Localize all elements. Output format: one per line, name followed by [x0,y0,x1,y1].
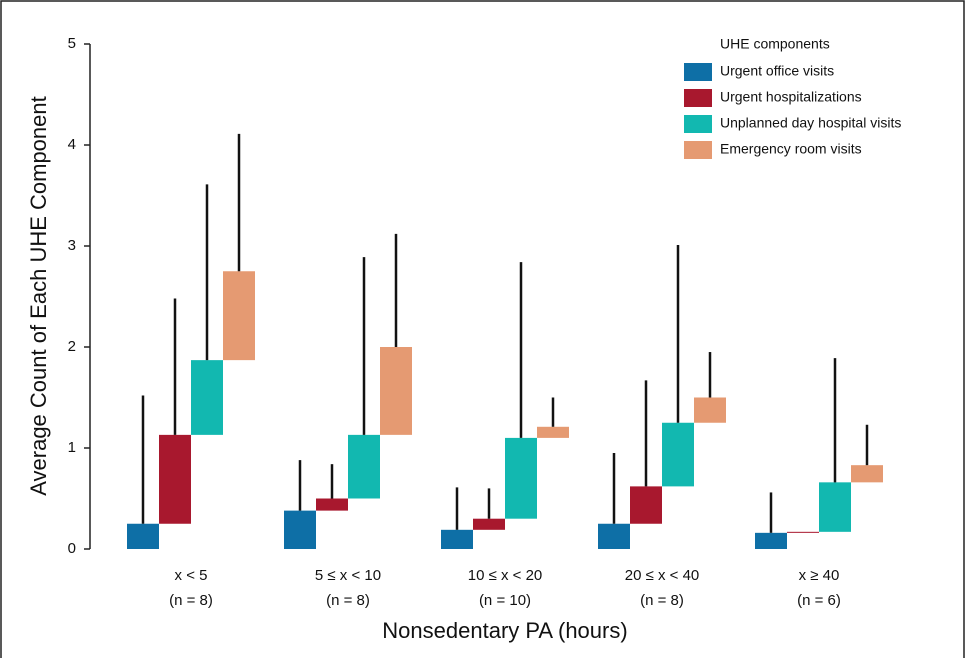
bar [537,426,569,438]
bar [127,523,159,549]
x-tick-sublabel: (n = 10) [479,592,531,609]
bar [159,434,191,524]
x-tick-label: x ≥ 40 [799,567,840,584]
x-tick-sublabel: (n = 6) [797,592,841,609]
x-axis-title: Nonsedentary PA (hours) [382,618,627,643]
bar [787,531,819,533]
bar [630,486,662,524]
legend-label: Unplanned day hospital visits [720,115,901,131]
x-tick-label: 5 ≤ x < 10 [315,567,381,584]
bar [473,518,505,530]
legend-swatch [684,115,712,133]
x-tick-sublabel: (n = 8) [640,592,684,609]
x-tick-label: 20 ≤ x < 40 [625,567,700,584]
x-tick-sublabel: (n = 8) [169,592,213,609]
legend-title: UHE components [720,36,830,52]
legend-swatch [684,63,712,81]
bar [316,498,348,511]
bar [851,465,883,483]
bar [598,523,630,549]
y-tick-label: 4 [68,136,76,153]
legend-swatch [684,141,712,159]
legend-swatch [684,89,712,107]
y-axis-title: Average Count of Each UHE Component [26,96,51,496]
legend-label: Emergency room visits [720,141,862,157]
y-tick-label: 0 [68,540,76,557]
bar [348,434,380,499]
bar [191,360,223,435]
y-tick-label: 2 [68,338,76,355]
bar [441,529,473,549]
x-tick-label: 10 ≤ x < 20 [468,567,543,584]
bar [694,397,726,423]
bar [223,271,255,361]
bar [284,510,316,549]
x-tick-sublabel: (n = 8) [326,592,370,609]
bar [755,532,787,549]
bar [505,437,537,519]
y-tick-label: 5 [68,35,76,52]
bar [819,482,851,532]
x-tick-label: x < 5 [175,567,208,584]
y-tick-label: 3 [68,237,76,254]
legend-label: Urgent hospitalizations [720,89,862,105]
y-tick-label: 1 [68,439,76,456]
legend-label: Urgent office visits [720,63,834,79]
bar [662,422,694,487]
bar [380,347,412,435]
